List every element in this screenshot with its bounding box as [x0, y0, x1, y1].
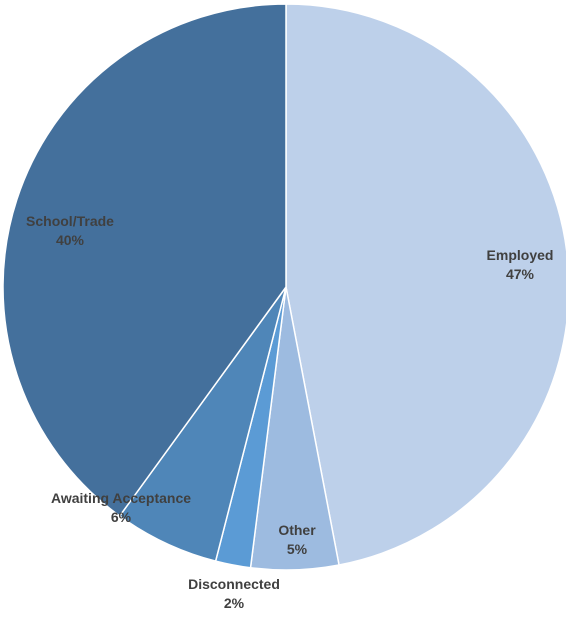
data-label-name: Disconnected	[188, 576, 280, 592]
data-label-name: School/Trade	[26, 213, 114, 229]
data-label-other: Other 5%	[278, 522, 316, 557]
data-label-percent: 40%	[56, 232, 85, 248]
pie-slice-employed	[285, 3, 566, 566]
data-label-employed: Employed 47%	[487, 247, 554, 282]
data-label-awaiting-acceptance: Awaiting Acceptance 6%	[51, 490, 191, 525]
data-label-school-trade: School/Trade 40%	[26, 213, 114, 248]
slices-layer	[2, 3, 566, 571]
data-label-percent: 5%	[287, 541, 308, 557]
data-label-disconnected: Disconnected 2%	[188, 576, 280, 611]
data-label-name: Other	[278, 522, 316, 538]
data-label-name: Awaiting Acceptance	[51, 490, 191, 506]
data-label-percent: 47%	[506, 266, 535, 282]
data-label-name: Employed	[487, 247, 554, 263]
labels-layer: Employed 47% Other 5% Disconnected 2% Awaiting…	[26, 213, 553, 611]
data-label-percent: 2%	[224, 595, 245, 611]
pie-slice-school-trade	[2, 3, 287, 518]
data-label-percent: 6%	[111, 509, 132, 525]
